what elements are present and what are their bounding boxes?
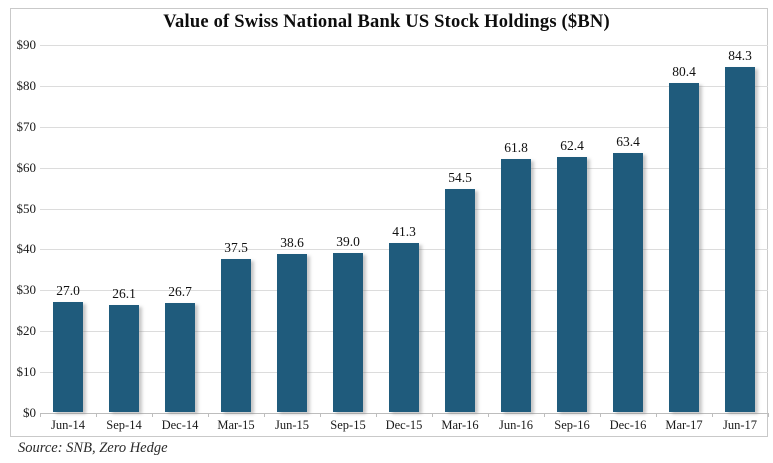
axis-tick <box>432 413 433 417</box>
gridline <box>40 208 768 210</box>
y-tick-label: $60 <box>16 159 37 175</box>
bar <box>501 159 531 412</box>
axis-tick <box>264 413 265 417</box>
x-tick-label: Dec-16 <box>609 418 647 432</box>
x-tick-label: Mar-17 <box>665 418 703 432</box>
gridline <box>40 85 768 87</box>
bar <box>613 152 643 412</box>
bar-value-label: 26.1 <box>112 286 136 302</box>
x-tick-label: Jun-17 <box>722 418 758 432</box>
x-tick-label: Dec-15 <box>385 418 423 432</box>
y-tick-label: $30 <box>16 282 37 298</box>
source-note: Source: SNB, Zero Hedge <box>18 440 168 456</box>
gridline <box>40 167 768 169</box>
axis-tick <box>152 413 153 417</box>
bar <box>557 156 587 412</box>
x-tick-label: Jun-15 <box>274 418 310 432</box>
axis-tick <box>208 413 209 417</box>
x-tick-label: Sep-14 <box>106 418 142 432</box>
axis-tick <box>544 413 545 417</box>
y-tick-label: $50 <box>16 200 37 216</box>
bar-value-label: 27.0 <box>56 282 80 298</box>
gridline <box>40 126 768 128</box>
y-tick-label: $40 <box>16 241 37 257</box>
y-tick-label: $20 <box>16 323 37 339</box>
x-tick-label: Jun-16 <box>498 418 534 432</box>
bar-value-label: 84.3 <box>728 48 752 64</box>
x-tick-label: Mar-16 <box>441 418 479 432</box>
bar-value-label: 37.5 <box>224 239 248 255</box>
axis-tick <box>600 413 601 417</box>
bar <box>445 189 475 412</box>
bar <box>277 254 307 412</box>
bar-value-label: 61.8 <box>504 140 528 156</box>
axis-tick <box>712 413 713 417</box>
x-tick-label: Mar-15 <box>217 418 255 432</box>
axis-tick <box>96 413 97 417</box>
axis-tick <box>488 413 489 417</box>
y-tick-label: $10 <box>16 364 37 380</box>
x-tick-label: Sep-16 <box>554 418 590 432</box>
gridline <box>40 45 768 46</box>
y-tick-label: $70 <box>16 118 37 134</box>
bar-value-label: 41.3 <box>392 224 416 240</box>
bar-value-label: 39.0 <box>336 233 360 249</box>
bar <box>53 301 83 412</box>
x-axis-line <box>40 413 768 414</box>
axis-tick <box>656 413 657 417</box>
x-tick-label: Dec-14 <box>161 418 199 432</box>
plot-area: $0 $10 $20 $30 $40 $50 $60 $70 $80 $90 27.0 Jun-14 2… <box>17 37 769 432</box>
y-tick-label: $90 <box>16 37 37 52</box>
bar <box>221 258 251 412</box>
bar <box>725 67 755 412</box>
axis-tick <box>768 413 769 417</box>
bar-value-label: 38.6 <box>280 235 304 251</box>
x-tick-label: Jun-14 <box>50 418 86 432</box>
bar-value-label: 80.4 <box>672 64 696 80</box>
axis-tick <box>376 413 377 417</box>
y-tick-label: $0 <box>23 405 36 420</box>
bar-value-label: 26.7 <box>168 283 192 299</box>
axis-tick <box>40 413 41 417</box>
bar <box>669 83 699 412</box>
axis-tick <box>320 413 321 417</box>
bar <box>165 302 195 412</box>
bar-value-label: 62.4 <box>560 137 584 153</box>
bar-value-label: 54.5 <box>448 170 472 186</box>
chart-title: Value of Swiss National Bank US Stock Ho… <box>163 12 610 32</box>
y-tick-label: $80 <box>16 77 37 93</box>
x-tick-label: Sep-15 <box>330 418 366 432</box>
bar-value-label: 63.4 <box>616 133 640 149</box>
bar <box>333 252 363 412</box>
bar <box>109 305 139 412</box>
bar <box>389 243 419 412</box>
